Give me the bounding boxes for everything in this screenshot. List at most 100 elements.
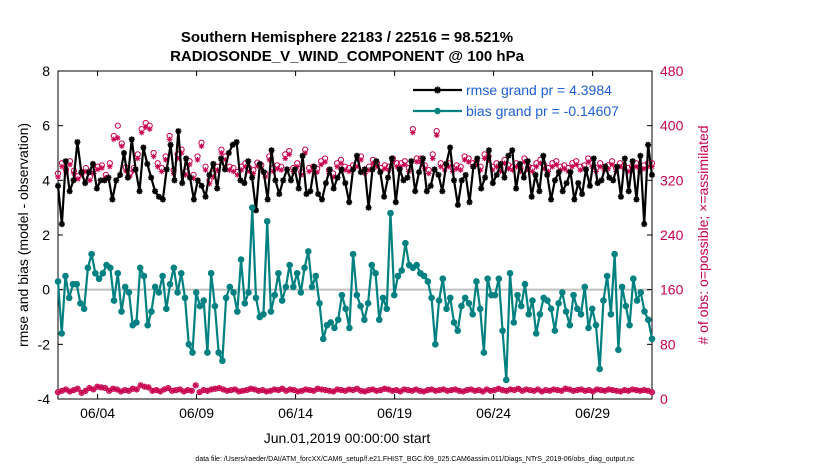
rmse-point	[474, 155, 481, 162]
bias-point	[559, 289, 566, 296]
obs-assimilated-point	[476, 387, 482, 393]
rmse-point	[388, 155, 395, 162]
rmse-point	[493, 171, 500, 178]
obs-assimilated-point	[330, 174, 336, 180]
rmse-point	[431, 166, 438, 173]
obs-assimilated-point	[410, 129, 416, 136]
bias-point	[200, 297, 207, 304]
x-axis-label: Jun.01,2019 00:00:00 start	[264, 430, 431, 446]
bias-point	[92, 269, 99, 277]
bias-point	[204, 349, 211, 356]
bias-point	[114, 269, 122, 277]
obs-assimilated-point	[338, 160, 344, 167]
bias-point	[375, 316, 383, 324]
rmse-point	[617, 193, 624, 200]
obs-assimilated-point	[402, 161, 408, 168]
obs-assimilated-point	[549, 163, 556, 170]
obs-assimilated-point	[169, 388, 175, 394]
rmse-line	[56, 130, 654, 226]
rmse-point	[423, 188, 430, 195]
rmse-point	[571, 196, 578, 203]
bias-point	[290, 283, 297, 291]
obs-assimilated-point	[413, 386, 419, 393]
obs-assimilated-point	[574, 387, 581, 393]
legend-rmse-marker	[434, 86, 441, 94]
bias-point	[596, 365, 603, 373]
bias-point	[170, 264, 178, 272]
rmse-point	[299, 152, 306, 159]
obs-assimilated-point	[578, 386, 584, 393]
rmse-point	[513, 185, 520, 192]
obs-assimilated-point	[177, 386, 183, 393]
obs-assimilated-point	[106, 388, 112, 394]
obs-assimilated-point	[70, 387, 77, 393]
obs-assimilated-point	[255, 388, 262, 394]
bias-point	[222, 294, 230, 302]
rmse-point	[101, 177, 108, 184]
obs-assimilated-point	[190, 175, 197, 182]
rmse-point	[311, 163, 318, 170]
rmse-point	[113, 177, 120, 184]
obs-assimilated-point	[162, 157, 169, 163]
bias-point	[611, 250, 618, 258]
rmse-point	[435, 171, 442, 178]
bias-point	[577, 310, 585, 318]
obs-assimilated-point	[373, 388, 380, 394]
obs-assimilated-point	[354, 163, 360, 170]
obs-assimilated-point	[326, 388, 333, 394]
obs-assimilated-point	[605, 386, 612, 393]
bias-point	[562, 308, 570, 315]
obs-assimilated-point	[145, 384, 152, 391]
y2-tick-label: 0	[660, 391, 668, 407]
obs-assimilated-point	[153, 387, 160, 393]
data-file-footnote: data file: /Users/raeder/DAI/ATM_forcXX/…	[195, 456, 635, 463]
bias-point	[581, 283, 589, 291]
bias-point	[185, 341, 193, 348]
bias-point	[551, 327, 559, 334]
rmse-point	[466, 199, 473, 206]
rmse-point	[454, 201, 461, 208]
x-tick-label: 06/19	[377, 405, 412, 421]
obs-assimilated-point	[240, 388, 246, 394]
obs-assimilated-point	[461, 157, 468, 163]
bias-point	[144, 321, 151, 329]
obs-assimilated-point	[601, 388, 608, 394]
obs-assimilated-point	[141, 383, 148, 390]
obs-assimilated-point	[254, 163, 261, 169]
bias-point	[622, 302, 630, 310]
rmse-point	[249, 174, 256, 181]
obs-assimilated-point	[425, 170, 432, 177]
obs-assimilated-point	[111, 136, 117, 143]
bias-point	[394, 272, 402, 280]
bias-point	[275, 269, 282, 277]
obs-assimilated-point	[499, 387, 506, 393]
obs-assimilated-point	[570, 388, 577, 394]
y-tick-label: -2	[38, 336, 51, 352]
obs-assimilated-point	[546, 388, 553, 394]
obs-assimilated-point	[641, 387, 647, 393]
obs-assimilated-point	[452, 386, 459, 393]
rmse-point	[555, 169, 562, 176]
rmse-point	[524, 158, 531, 165]
bias-point	[361, 316, 368, 324]
obs-assimilated-point	[519, 388, 525, 394]
bias-point	[110, 297, 118, 304]
obs-assimilated-point	[244, 387, 250, 393]
obs-assimilated-point	[394, 163, 400, 170]
y-axis-label-left: rmse and bias (model - observation)	[15, 123, 31, 347]
rmse-point	[544, 171, 551, 178]
rmse-point	[462, 171, 469, 178]
obs-assimilated-point	[242, 163, 249, 170]
rmse-point	[586, 182, 593, 189]
obs-assimilated-point	[401, 386, 407, 393]
bias-point	[181, 294, 189, 302]
rmse-point	[350, 166, 357, 173]
obs-assimilated-point	[174, 155, 181, 162]
rmse-point	[369, 166, 376, 173]
rmse-point	[458, 177, 465, 184]
obs-assimilated-point	[200, 387, 207, 393]
rmse-point	[175, 128, 182, 135]
obs-assimilated-point	[118, 143, 125, 149]
bias-point	[125, 289, 133, 296]
rmse-point	[501, 174, 508, 181]
